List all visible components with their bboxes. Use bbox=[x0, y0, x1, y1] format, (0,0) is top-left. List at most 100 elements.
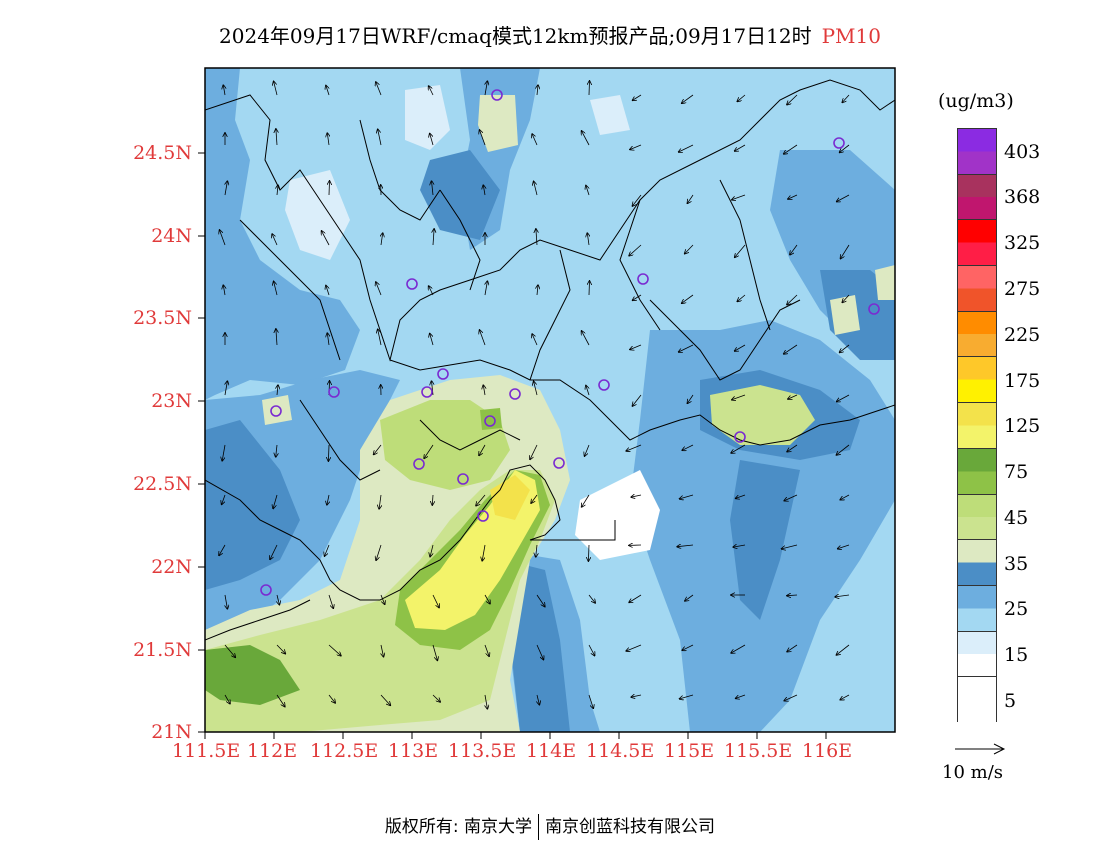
wind-arrow bbox=[733, 545, 746, 547]
lat-label: 21N bbox=[151, 721, 192, 743]
wind-arrow bbox=[483, 385, 485, 396]
lat-label: 22.5N bbox=[133, 473, 192, 495]
wind-arrow bbox=[784, 344, 798, 354]
wind-arrow bbox=[587, 233, 589, 246]
wind-arrow bbox=[680, 494, 694, 499]
wind-arrow bbox=[534, 381, 538, 396]
color-legend bbox=[957, 128, 997, 723]
legend-label: 35 bbox=[1004, 553, 1029, 575]
wind-arrow bbox=[787, 444, 798, 452]
legend-label: 175 bbox=[1004, 370, 1041, 392]
wind-arrow bbox=[630, 144, 642, 150]
wind-arrow bbox=[787, 595, 798, 596]
wind-arrow bbox=[327, 333, 329, 346]
wind-arrow bbox=[534, 181, 538, 196]
wind-arrow bbox=[837, 394, 850, 402]
legend-label: 325 bbox=[1004, 232, 1041, 254]
wind-arrow bbox=[629, 244, 642, 256]
wind-arrow bbox=[326, 286, 329, 296]
footer-right: 南京创蓝科技有限公司 bbox=[545, 817, 716, 837]
boundary-lines bbox=[205, 79, 895, 641]
wind-arrow bbox=[530, 444, 538, 459]
wind-arrow bbox=[480, 330, 486, 346]
lon-label: 114.5E bbox=[586, 740, 655, 762]
wind-arrow bbox=[223, 285, 225, 296]
wind-arrow bbox=[432, 594, 439, 608]
wind-arrow bbox=[588, 694, 593, 708]
wind-arrow bbox=[223, 85, 225, 96]
wind-arrow bbox=[840, 344, 850, 352]
wind-arrow bbox=[631, 495, 642, 497]
wind-arrow bbox=[325, 544, 330, 556]
wind-arrow bbox=[276, 444, 277, 457]
wind-arrow bbox=[784, 494, 798, 501]
wind-arrow bbox=[732, 194, 746, 200]
legend-swatch bbox=[958, 585, 996, 632]
concentration-field bbox=[205, 68, 895, 732]
wind-arrow bbox=[682, 94, 694, 103]
legend-swatch bbox=[958, 220, 996, 267]
wind-arrow bbox=[589, 81, 590, 96]
wind-arrow bbox=[685, 594, 694, 601]
wind-arrow bbox=[277, 594, 279, 605]
wind-arrow bbox=[277, 385, 278, 396]
footer-left: 版权所有: 南京大学 bbox=[384, 817, 533, 837]
wind-arrow bbox=[633, 294, 642, 300]
wind-arrow bbox=[376, 82, 382, 96]
wind-arrow bbox=[837, 194, 850, 202]
wind-scale-label: 10 m/s bbox=[942, 762, 1003, 783]
wind-arrow bbox=[225, 381, 227, 396]
station-marker bbox=[477, 510, 489, 522]
wind-arrow bbox=[732, 394, 746, 400]
legend-label: 125 bbox=[1004, 415, 1041, 437]
station-marker bbox=[833, 137, 845, 149]
wind-arrow bbox=[536, 229, 537, 246]
wind-arrow bbox=[328, 444, 329, 461]
wind-arrow bbox=[379, 494, 381, 509]
wind-arrow bbox=[582, 131, 590, 146]
wind-vectors bbox=[219, 81, 850, 709]
wind-arrow bbox=[842, 294, 850, 302]
wind-arrow bbox=[476, 494, 486, 506]
legend-label: 75 bbox=[1004, 461, 1029, 483]
wind-arrow bbox=[585, 444, 590, 456]
wind-arrow bbox=[381, 644, 384, 657]
wind-arrow bbox=[736, 494, 746, 498]
copyright-footer: 版权所有: 南京大学 南京创蓝科技有限公司 bbox=[0, 812, 1100, 840]
wind-arrow bbox=[276, 694, 285, 707]
station-marker bbox=[598, 379, 610, 391]
wind-arrow bbox=[531, 494, 538, 503]
wind-arrow bbox=[328, 644, 341, 656]
wind-arrow bbox=[731, 444, 746, 453]
wind-arrow bbox=[270, 544, 278, 559]
wind-arrow bbox=[682, 294, 694, 303]
wind-arrow bbox=[582, 331, 590, 346]
station-marker bbox=[868, 303, 880, 315]
title-main: 2024年09月17日WRF/cmaq模式12km预报产品;09月17日12时 bbox=[219, 24, 812, 48]
wind-arrow bbox=[788, 394, 798, 399]
wind-arrow bbox=[274, 281, 278, 296]
station-marker bbox=[260, 584, 272, 596]
legend-label: 368 bbox=[1004, 186, 1041, 208]
wind-arrow bbox=[327, 494, 329, 505]
wind-arrow bbox=[429, 86, 434, 96]
wind-arrow bbox=[536, 644, 544, 660]
wind-arrow bbox=[424, 444, 434, 458]
wind-arrow bbox=[376, 544, 382, 560]
wind-arrow bbox=[588, 594, 595, 603]
wind-arrow bbox=[677, 545, 694, 547]
lat-label: 24N bbox=[151, 225, 192, 247]
wind-arrow bbox=[586, 186, 589, 196]
wind-arrow bbox=[328, 694, 335, 703]
station-marker bbox=[437, 368, 449, 380]
station-marker bbox=[406, 278, 418, 290]
lat-label: 22N bbox=[151, 556, 192, 578]
lon-label: 113E bbox=[388, 740, 439, 762]
legend-label: 5 bbox=[1004, 690, 1017, 712]
wind-arrow bbox=[480, 130, 486, 146]
wind-arrow bbox=[532, 134, 538, 146]
legend-swatch bbox=[958, 540, 996, 586]
wind-arrow bbox=[589, 281, 590, 296]
legend-swatch bbox=[958, 677, 996, 723]
